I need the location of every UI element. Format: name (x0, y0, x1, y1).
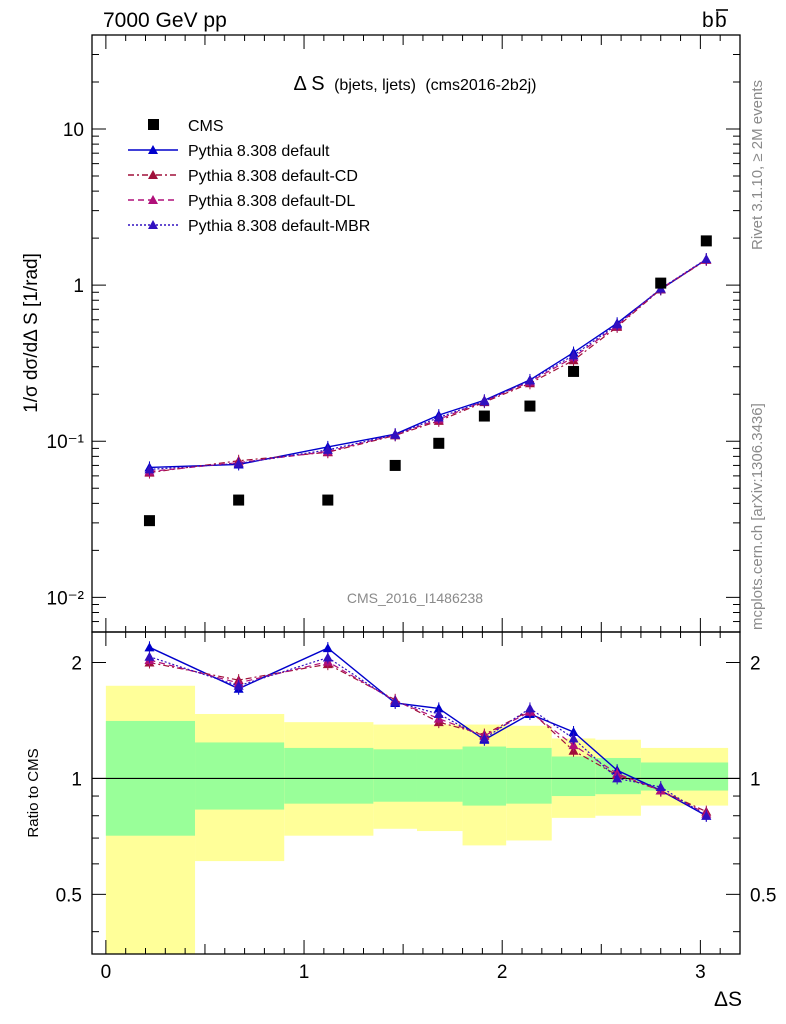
legend-label-3: Pythia 8.308 default-DL (188, 193, 355, 210)
main-y-tick-labels: 10 1 10⁻¹ 10⁻² (47, 120, 85, 609)
ratio-ticks (92, 632, 741, 954)
series-4-point (568, 350, 579, 360)
cms-data-point (143, 515, 155, 527)
title-tag: (cms2016-2b2j) (425, 77, 536, 94)
ratio-frame (91, 631, 741, 955)
ratio-plot-content (144, 641, 712, 822)
series-4-point (144, 464, 155, 474)
main-title: Δ S (bjets, ljets) (cms2016-2b2j) (293, 73, 536, 95)
legend: CMS Pythia 8.308 default Pythia 8.308 defa… (128, 118, 370, 235)
main-plot-content (143, 235, 712, 527)
legend-marker-2 (148, 170, 158, 179)
series-4-point (433, 708, 444, 718)
title-main: Δ S (293, 73, 324, 95)
series-line-2 (149, 259, 707, 474)
cms-data-point (700, 235, 712, 247)
ratio-y-tick-label-right: 2 (750, 653, 761, 674)
legend-marker-4 (148, 220, 158, 229)
series-4-point (233, 680, 244, 690)
rivet-label: Rivet 3.1.10, ≥ 2M events (749, 80, 766, 250)
series-1-point (568, 726, 579, 736)
legend-marker-cms (148, 119, 159, 130)
ratio-band-green (462, 746, 507, 806)
series-4-point (479, 396, 490, 406)
series-4-point (701, 253, 712, 263)
ratio-y-tick-label-right: 1 (750, 769, 761, 790)
ratio-y-tick-label-right: 0.5 (750, 885, 776, 906)
series-4-point (390, 696, 401, 706)
ratio-band-green (284, 747, 374, 804)
watermark-label: CMS_2016_I1486238 (347, 590, 483, 606)
main-y-tick-label: 10 (63, 120, 84, 141)
series-1-point (144, 642, 155, 652)
series-4-point (144, 651, 155, 661)
series-4-point (568, 733, 579, 743)
series-line-3 (149, 659, 707, 815)
cms-data-point (568, 365, 580, 377)
header-process-label-bbar: b (715, 9, 727, 32)
header-energy-label: 7000 GeV pp (103, 9, 227, 32)
x-tick-label: 0 (101, 962, 112, 983)
ratio-band-green (416, 749, 463, 802)
series-4-point (433, 412, 444, 422)
cms-data-point (233, 494, 245, 506)
main-y-axis-label: 1/σ dσ/dΔ S [1/rad] (21, 253, 42, 413)
main-y-tick-label: 10⁻² (47, 588, 85, 609)
series-4-point (322, 652, 333, 662)
x-axis-label: ΔS (714, 988, 742, 1011)
ratio-band-green (506, 747, 552, 804)
ratio-band-green (640, 762, 729, 791)
series-4-point (701, 810, 712, 820)
legend-marker-3 (148, 195, 158, 204)
series-4-point (479, 733, 490, 743)
header-process-label-b: b (702, 9, 714, 32)
series-4-point (233, 458, 244, 468)
ratio-y-axis-label: Ratio to CMS (25, 748, 42, 837)
legend-label-4: Pythia 8.308 default-MBR (188, 218, 370, 235)
x-tick-label: 1 (299, 962, 310, 983)
series-line-3 (149, 258, 707, 473)
legend-label-2: Pythia 8.308 default-CD (188, 168, 358, 185)
legend-label-1: Pythia 8.308 default (188, 143, 330, 160)
cms-data-point (524, 400, 536, 412)
main-ticks (92, 34, 741, 633)
series-4-point (524, 375, 535, 385)
x-tick-label: 3 (695, 962, 706, 983)
ratio-y-tick-labels: 2 2 1 1 0.5 0.5 (56, 653, 777, 906)
series-4-point (655, 781, 666, 791)
series-4-point (524, 703, 535, 713)
mcplots-label: mcplots.cern.ch [arXiv:1306.3436] (749, 403, 766, 630)
series-1-point (433, 703, 444, 713)
cms-data-point (655, 277, 667, 289)
legend-marker-1 (148, 145, 158, 154)
series-4-point (612, 319, 623, 329)
series-4-point (322, 444, 333, 454)
ratio-y-tick-label-left: 2 (71, 653, 82, 674)
series-3-point (568, 740, 579, 750)
series-line-4 (149, 258, 707, 471)
ratio-band-green (551, 756, 596, 797)
cms-data-point (322, 494, 334, 506)
main-y-tick-label: 10⁻¹ (47, 432, 85, 453)
ratio-y-tick-label-left: 1 (71, 769, 82, 790)
ratio-uncertainty-bands (105, 685, 729, 954)
cms-data-point (478, 410, 490, 422)
series-4-point (390, 429, 401, 439)
main-y-tick-label: 1 (73, 276, 84, 297)
ratio-band-green (373, 749, 417, 802)
series-4-point (612, 773, 623, 783)
title-sub: (bjets, ljets) (334, 77, 416, 94)
x-tick-label: 2 (497, 962, 508, 983)
series-line-1 (149, 258, 707, 469)
cms-data-point (389, 459, 401, 471)
x-tick-labels: 0 1 2 3 (101, 962, 706, 983)
legend-label-0: CMS (188, 118, 224, 135)
series-1-point (322, 643, 333, 653)
main-panel: 10 1 10⁻¹ 10⁻² Δ S (bjets, ljets) (cms2016-… (21, 34, 741, 633)
cms-data-point (433, 437, 445, 449)
ratio-y-tick-label-left: 0.5 (56, 885, 82, 906)
ratio-panel: 2 2 1 1 0.5 0.5 0 1 2 3 Ratio to CMS ΔS (25, 631, 777, 1011)
ratio-band-green (195, 742, 285, 810)
